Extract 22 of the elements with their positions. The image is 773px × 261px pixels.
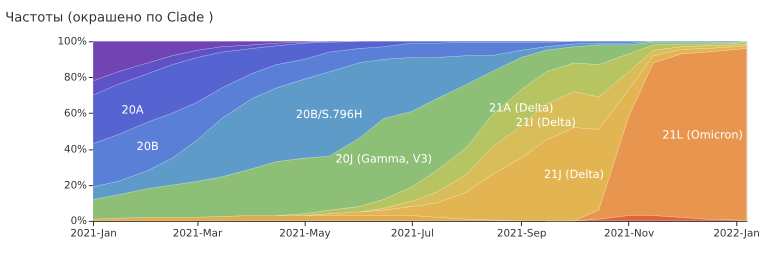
series-label: 21L (Omicron) <box>662 128 743 142</box>
x-tick-label: 2021-Jan <box>70 227 117 240</box>
series-label: 21A (Delta) <box>488 102 554 115</box>
series-label: 20J (Gamma, V3) <box>335 152 432 166</box>
y-tick-label: 60% <box>64 107 88 120</box>
x-tick-label: 2022-Jan <box>713 227 760 240</box>
x-tick-label: 2021-Nov <box>604 227 654 240</box>
y-tick-label: 100% <box>57 36 88 48</box>
series-label: 20B/S.796H <box>296 108 362 121</box>
chart-title: Частоты (окрашено по Clade ) <box>5 10 214 26</box>
x-tick-label: 2021-Sep <box>496 227 546 240</box>
x-tick-label: 2021-May <box>279 227 331 240</box>
y-tick-label: 20% <box>64 179 88 192</box>
series-label: 21J (Delta) <box>544 168 604 181</box>
y-tick-label: 40% <box>64 143 88 156</box>
x-tick-label: 2021-Mar <box>172 227 224 240</box>
y-tick-label: 80% <box>64 72 88 84</box>
x-tick-label: 2021-Jul <box>390 227 434 240</box>
series-label: 20B <box>136 140 159 154</box>
series-label: 20A <box>122 103 144 116</box>
series-label: 21I (Delta) <box>516 116 576 129</box>
y-tick-label: 0% <box>70 215 88 228</box>
